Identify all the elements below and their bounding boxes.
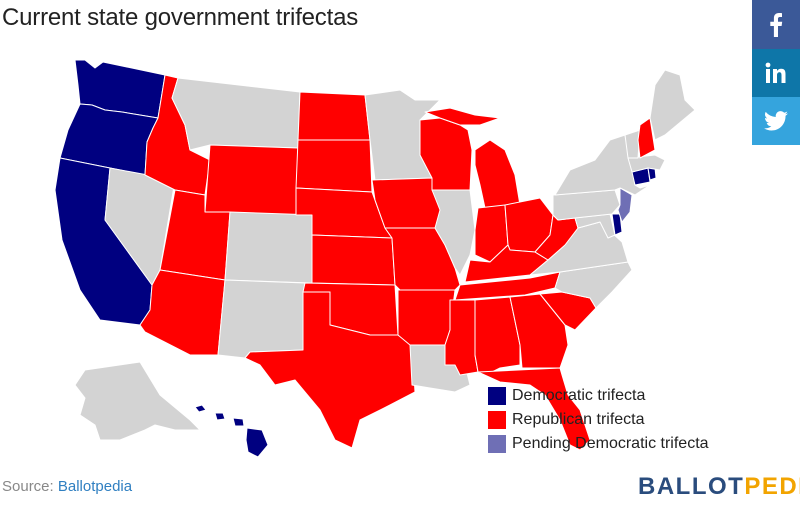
state-ms [444, 299, 479, 376]
state-nd [297, 91, 371, 141]
twitter-icon [764, 111, 788, 131]
legend-item-pending-democratic: Pending Democratic trifecta [488, 432, 709, 455]
state-hi [194, 404, 269, 458]
legend-swatch-pending-democratic [488, 434, 506, 453]
state-pa [552, 189, 621, 221]
legend: Democratic trifecta Republican trifecta … [488, 384, 709, 456]
state-ar [397, 289, 456, 346]
map-title: Current state government trifectas [2, 4, 359, 31]
twitter-share-button[interactable] [752, 97, 800, 145]
state-mt [171, 77, 301, 151]
state-ks [311, 234, 396, 286]
state-fl [477, 367, 591, 451]
state-wy [204, 144, 299, 216]
ballotpedia-logo: BALLOTPEDIA [638, 473, 800, 501]
legend-swatch-republican [488, 410, 506, 429]
facebook-icon [769, 12, 783, 37]
brand-pedia: PEDIA [744, 473, 800, 500]
source-prefix: Source: [2, 478, 58, 495]
linkedin-icon [765, 62, 787, 84]
facebook-share-button[interactable] [752, 0, 800, 49]
legend-label: Democratic trifecta [512, 386, 646, 404]
source-note: Source: Ballotpedia [2, 478, 132, 495]
state-co [224, 211, 316, 284]
state-de [611, 213, 623, 236]
legend-item-democratic: Democratic trifecta [488, 384, 709, 407]
linkedin-share-button[interactable] [752, 49, 800, 97]
state-ri [647, 167, 657, 181]
state-sd [295, 139, 373, 193]
state-ak [74, 361, 201, 441]
state-tx [244, 291, 416, 449]
legend-item-republican: Republican trifecta [488, 408, 709, 431]
state-nm [217, 279, 306, 359]
source-link[interactable]: Ballotpedia [57, 478, 133, 495]
state-nh [637, 117, 656, 159]
state-ma [627, 154, 666, 173]
state-vt [624, 129, 641, 159]
state-me [649, 69, 696, 141]
share-bar [752, 0, 800, 145]
state-az [139, 269, 226, 356]
brand-ballot: BALLOT [638, 473, 745, 500]
legend-swatch-democratic [488, 386, 506, 405]
state-nj [617, 187, 633, 223]
legend-label: Republican trifecta [512, 410, 645, 428]
state-il [431, 189, 476, 276]
legend-label: Pending Democratic trifecta [512, 434, 709, 452]
state-nc [554, 261, 633, 309]
